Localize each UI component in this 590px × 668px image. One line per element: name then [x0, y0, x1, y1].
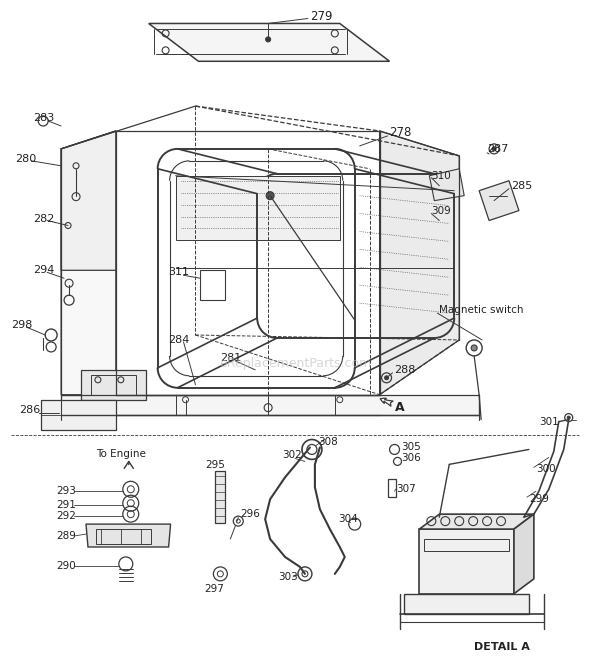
Polygon shape: [61, 395, 479, 415]
Polygon shape: [479, 181, 519, 220]
Circle shape: [471, 345, 477, 351]
Text: 280: 280: [15, 154, 37, 164]
Bar: [424, 539, 509, 551]
Circle shape: [492, 147, 496, 151]
Circle shape: [385, 376, 389, 380]
Text: eReplacementParts.com: eReplacementParts.com: [219, 357, 371, 370]
Circle shape: [266, 192, 274, 200]
Text: 288: 288: [395, 365, 416, 375]
Text: A: A: [395, 401, 404, 414]
Text: 308: 308: [318, 438, 337, 448]
Polygon shape: [86, 524, 171, 547]
Text: 306: 306: [402, 454, 421, 464]
Text: 285: 285: [511, 181, 532, 190]
Text: 284: 284: [169, 335, 190, 345]
Text: 286: 286: [19, 405, 41, 415]
Text: 293: 293: [56, 486, 76, 496]
Bar: [176, 176, 340, 240]
Polygon shape: [430, 169, 464, 200]
Text: 294: 294: [33, 265, 55, 275]
Text: 304: 304: [338, 514, 358, 524]
Text: 299: 299: [529, 494, 549, 504]
Text: 301: 301: [539, 417, 559, 427]
Bar: [96, 529, 150, 544]
Polygon shape: [61, 131, 116, 271]
Text: 278: 278: [389, 126, 412, 140]
Text: 292: 292: [56, 511, 76, 521]
Text: 310: 310: [431, 171, 451, 181]
Text: 282: 282: [33, 214, 55, 224]
Text: 297: 297: [205, 584, 224, 594]
Text: 295: 295: [205, 460, 225, 470]
Polygon shape: [81, 370, 146, 399]
Text: Magnetic switch: Magnetic switch: [440, 305, 524, 315]
Text: To Engine: To Engine: [96, 450, 146, 460]
Bar: [419, 529, 514, 594]
Text: 309: 309: [431, 206, 451, 216]
Text: 296: 296: [240, 509, 260, 519]
Bar: [215, 472, 225, 523]
Text: 283: 283: [33, 113, 54, 123]
Text: 289: 289: [56, 531, 76, 541]
Text: 279: 279: [310, 10, 332, 23]
Text: 290: 290: [56, 561, 76, 571]
Bar: [388, 480, 395, 497]
Text: 281: 281: [220, 353, 241, 363]
Bar: [91, 375, 136, 395]
Text: 298: 298: [11, 320, 32, 330]
Text: 300: 300: [536, 464, 556, 474]
Text: 303: 303: [278, 572, 298, 582]
Polygon shape: [41, 399, 116, 430]
Polygon shape: [379, 131, 459, 395]
Polygon shape: [514, 514, 534, 594]
Text: 307: 307: [396, 484, 417, 494]
Polygon shape: [405, 594, 529, 614]
Polygon shape: [419, 514, 534, 529]
Polygon shape: [149, 23, 389, 61]
Text: 291: 291: [56, 500, 76, 510]
Circle shape: [266, 37, 271, 42]
Polygon shape: [61, 131, 116, 395]
Bar: [201, 271, 225, 300]
Text: 305: 305: [402, 442, 421, 452]
Circle shape: [567, 416, 570, 419]
Text: 302: 302: [282, 450, 302, 460]
Text: 287: 287: [487, 144, 509, 154]
Text: 311: 311: [169, 267, 189, 277]
Text: DETAIL A: DETAIL A: [474, 641, 530, 651]
